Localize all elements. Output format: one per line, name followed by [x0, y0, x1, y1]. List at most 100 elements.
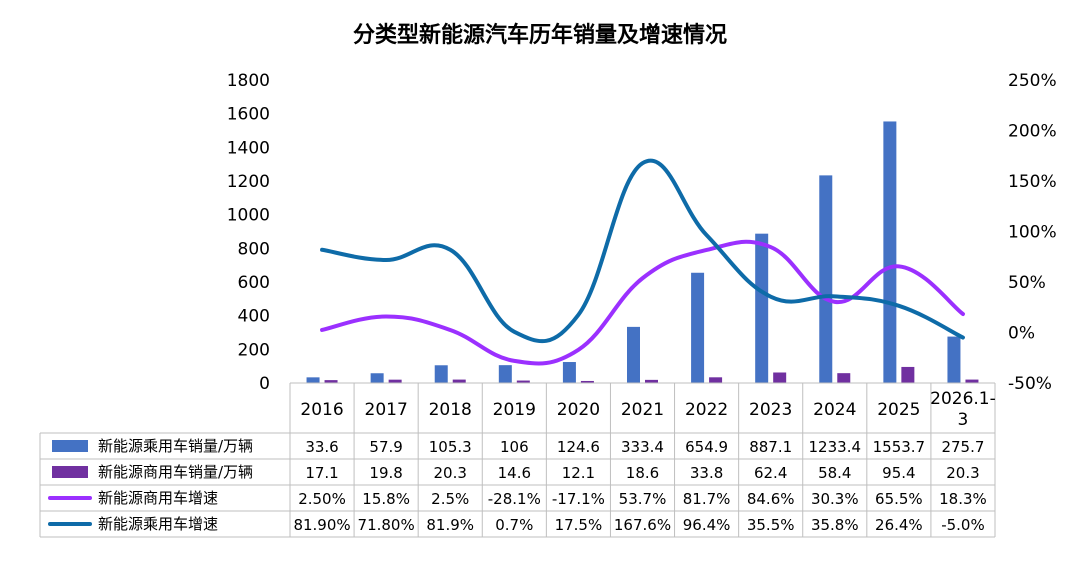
table-cell-value: 19.8 [369, 464, 402, 482]
y-left-tick-label: 1000 [227, 206, 270, 226]
line-commercial-growth [320, 239, 965, 366]
x-tick-label: 2018 [429, 400, 472, 420]
bar-commercial [645, 379, 658, 383]
table-cell-value: -17.1% [552, 490, 605, 508]
table-cell-value: 81.90% [293, 516, 350, 534]
table-cell-value: 33.8 [690, 464, 723, 482]
line-passenger-growth [320, 158, 965, 344]
x-tick-label: 2021 [621, 400, 664, 420]
bar-passenger [947, 336, 961, 383]
table-cell-value: 18.6 [626, 464, 659, 482]
bar-commercial [837, 373, 851, 383]
x-tick-label: 2020 [557, 400, 600, 420]
table-cell-value: 65.5% [875, 490, 923, 508]
bar-passenger [883, 121, 897, 383]
y-right-tick-label: 150% [1008, 172, 1057, 192]
table-cell-value: 81.7% [683, 490, 731, 508]
y-left-tick-label: 1600 [227, 105, 270, 125]
x-tick-label: 2019 [493, 400, 536, 420]
table-cell-value: 35.8% [811, 516, 859, 534]
y-left-tick-label: 400 [238, 307, 270, 327]
bar-passenger [627, 326, 640, 383]
chart-title: 分类型新能源汽车历年销量及增速情况 [353, 22, 727, 48]
table-cell-value: 2.5% [431, 490, 469, 508]
table-cell-value: 106 [500, 438, 529, 456]
table-cell-value: 12.1 [562, 464, 595, 482]
table-cell-value: 0.7% [495, 516, 533, 534]
y-right-tick-label: 250% [1008, 71, 1057, 91]
lines-group [320, 158, 965, 366]
table-cell-value: 81.9% [426, 516, 474, 534]
table-cell-value: 14.6 [498, 464, 531, 482]
table-cell-value: 17.1 [305, 464, 338, 482]
bars-group [306, 121, 979, 383]
legend-label: 新能源商用车销量/万辆 [98, 463, 253, 481]
bar-passenger [691, 272, 705, 383]
table-cell-value: 167.6% [614, 516, 671, 534]
table-cell-value: 124.6 [557, 438, 600, 456]
bar-passenger [370, 373, 384, 383]
y-right-tick-label: 50% [1008, 273, 1046, 293]
table-cell-value: 654.9 [685, 438, 728, 456]
bar-commercial [388, 379, 402, 383]
table-cell-value: 96.4% [683, 516, 731, 534]
legend-label: 新能源商用车增速 [98, 489, 218, 507]
table-cell-value: 53.7% [619, 490, 667, 508]
y-left-tick-label: 0 [259, 374, 270, 394]
y-right-tick-label: 0% [1008, 324, 1035, 344]
table-cell-value: 57.9 [369, 438, 402, 456]
bar-passenger [498, 365, 512, 383]
bar-passenger [562, 362, 576, 383]
y-right-tick-label: -50% [1008, 374, 1052, 394]
table-cell-value: 333.4 [621, 438, 664, 456]
legend-label: 新能源乘用车增速 [98, 515, 218, 533]
axes-group: 0 200 400 600 800 1000 1200 1400 1600 1800 -50% 0% 5… [227, 71, 1057, 394]
x-tick-label: 3 [958, 410, 969, 430]
bar-passenger [434, 365, 448, 383]
bar-commercial [580, 380, 594, 383]
y-right-tick-label: 200% [1008, 122, 1057, 142]
y-left-tick-label: 1800 [227, 71, 270, 91]
bar-commercial [901, 366, 915, 383]
bar-passenger [755, 233, 769, 383]
table-cell-value: 30.3% [811, 490, 859, 508]
y-right-tick-label: 100% [1008, 223, 1057, 243]
table-cell-value: 20.3 [946, 464, 979, 482]
x-tick-label: 2023 [749, 400, 792, 420]
bar-passenger [819, 175, 833, 383]
table-cell-value: 1553.7 [873, 438, 926, 456]
bar-commercial [709, 377, 723, 383]
table-cell-value: 71.80% [358, 516, 415, 534]
table-cell-value: 95.4 [882, 464, 915, 482]
table-cell-value: -5.0% [941, 516, 985, 534]
table-cell-value: 84.6% [747, 490, 795, 508]
bar-commercial [773, 372, 787, 383]
bar-commercial [452, 379, 466, 383]
legend-swatch [52, 466, 88, 478]
y-left-tick-label: 1200 [227, 172, 270, 192]
x-tick-label: 2016 [300, 400, 343, 420]
table-cell-value: 33.6 [305, 438, 338, 456]
x-tick-label: 2026.1- [930, 389, 996, 409]
bar-commercial [965, 379, 979, 383]
bar-commercial [516, 380, 530, 383]
x-tick-label: 2025 [877, 400, 920, 420]
table-cell-value: 35.5% [747, 516, 795, 534]
data-table: 2016 2017 2018 2019 2020 2021 2022 2023 2024 2025… [39, 382, 996, 538]
table-cell-value: 887.1 [749, 438, 792, 456]
y-left-tick-label: 800 [238, 239, 270, 259]
table-cell-value: 15.8% [362, 490, 410, 508]
table-cell-value: 105.3 [429, 438, 472, 456]
table-cell-value: 62.4 [754, 464, 787, 482]
table-cell-value: 275.7 [941, 438, 984, 456]
bar-passenger [306, 377, 320, 383]
y-left-tick-label: 600 [238, 273, 270, 293]
bar-commercial [324, 380, 338, 383]
x-tick-label: 2024 [813, 400, 856, 420]
x-tick-label: 2022 [685, 400, 728, 420]
table-cell-value: 1233.4 [809, 438, 862, 456]
y-left-tick-label: 1400 [227, 138, 270, 158]
table-cell-value: 58.4 [818, 464, 851, 482]
